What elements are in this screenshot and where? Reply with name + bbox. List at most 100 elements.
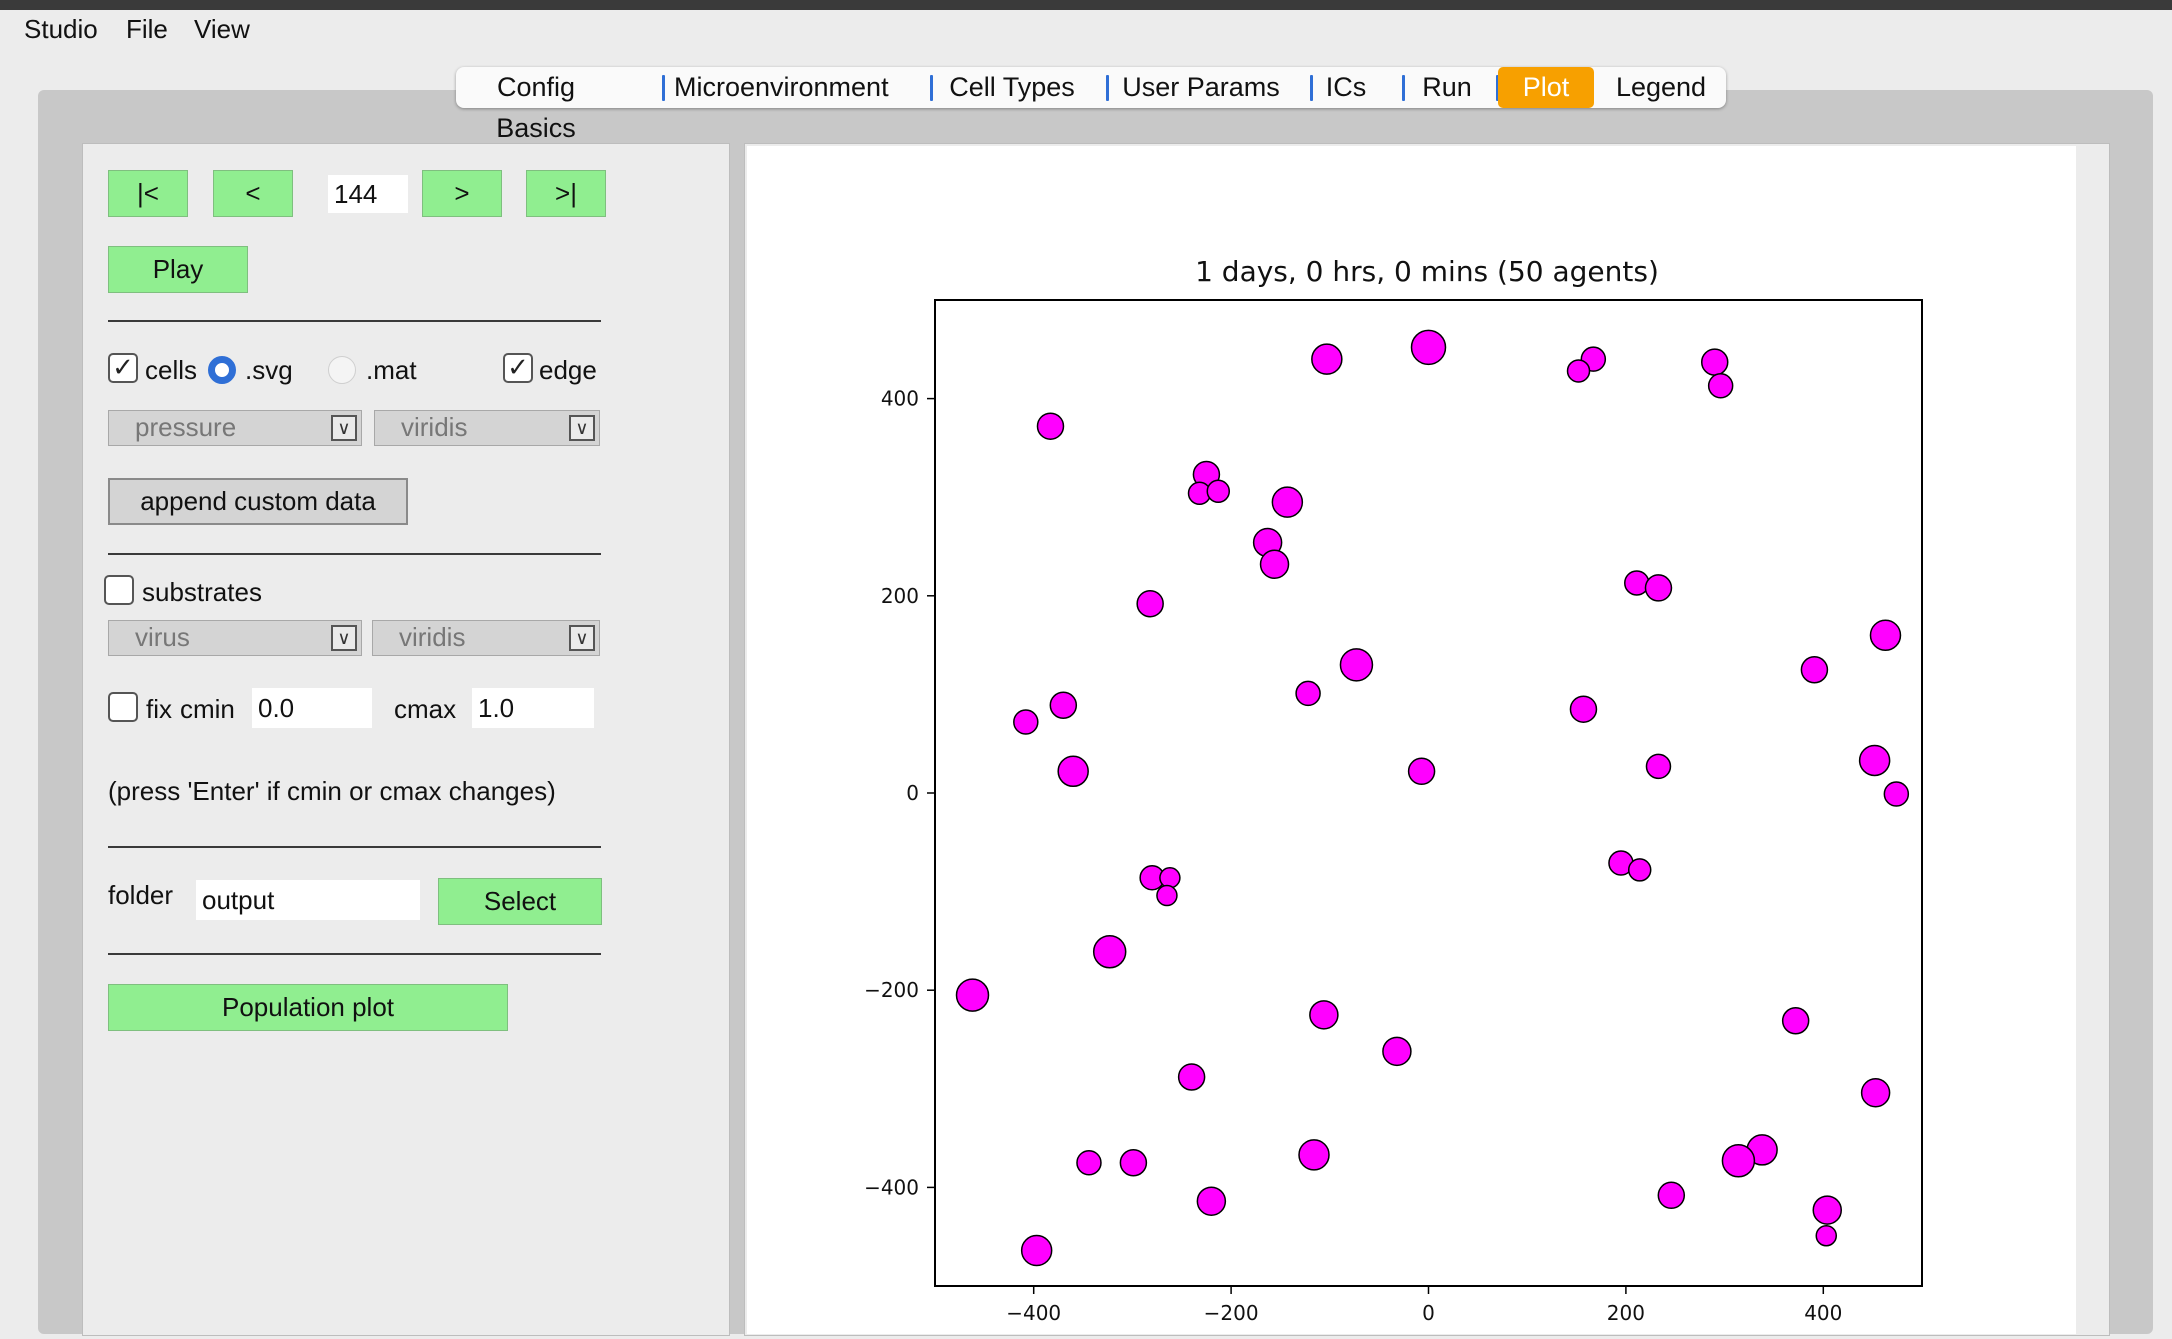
cell-agent <box>1645 753 1672 780</box>
y-tick-label: 400 <box>881 387 919 411</box>
tab-microenvironment[interactable]: Microenvironment <box>674 72 889 102</box>
population-plot-button[interactable]: Population plot <box>108 984 508 1031</box>
folder-input[interactable]: output <box>196 880 420 920</box>
cell-agent <box>1119 1149 1148 1177</box>
cell-agent <box>1092 934 1127 969</box>
cell-agent <box>1883 781 1910 807</box>
first-frame-button[interactable]: |< <box>108 170 188 217</box>
controls-panel <box>82 143 730 1336</box>
cell-agent <box>1036 412 1065 440</box>
append-custom-data-button[interactable]: append custom data <box>108 478 408 525</box>
cmin-cmax-hint: (press 'Enter' if cmin or cmax changes) <box>108 776 556 806</box>
substrates-checkbox[interactable] <box>104 575 134 605</box>
tab-plot[interactable]: Plot <box>1498 67 1594 108</box>
tab-user-params[interactable]: User Params <box>1122 72 1280 102</box>
tab-ics[interactable]: ICs <box>1325 72 1367 102</box>
cell-agent <box>1136 589 1164 618</box>
cell-agent <box>1860 1077 1891 1108</box>
last-frame-button[interactable]: >| <box>526 170 606 217</box>
tab-separator <box>1310 75 1313 101</box>
menu-file[interactable]: File <box>126 14 168 44</box>
cell-agent <box>1800 656 1829 684</box>
cmin-input[interactable]: 0.0 <box>252 688 372 728</box>
cell-agent <box>1156 884 1178 907</box>
substrate-value: virus <box>135 622 190 652</box>
frame-number-input[interactable]: 144 <box>328 175 408 213</box>
chevron-down-icon: ∨ <box>331 415 357 441</box>
cell-agent <box>1049 691 1078 719</box>
cell-agent <box>1206 479 1231 504</box>
edge-checkbox[interactable]: ✓ <box>503 353 533 383</box>
play-button[interactable]: Play <box>108 246 248 293</box>
plot-canvas: 1 days, 0 hrs, 0 mins (50 agents) −400 −2… <box>747 146 2076 1334</box>
cell-colormap-dropdown[interactable]: viridis ∨ <box>374 410 600 446</box>
cell-scalar-dropdown[interactable]: pressure ∨ <box>108 410 362 446</box>
chevron-down-icon: ∨ <box>569 415 595 441</box>
prev-frame-button[interactable]: < <box>213 170 293 217</box>
cell-agent <box>1700 348 1729 376</box>
cell-agent <box>1858 744 1891 777</box>
cell-agent <box>1339 648 1374 682</box>
folder-label: folder <box>108 880 174 910</box>
x-tick-label: 0 <box>1422 1301 1435 1325</box>
tab-legend[interactable]: Legend <box>1615 72 1707 102</box>
cell-agent <box>1295 680 1321 707</box>
divider <box>108 846 601 848</box>
tab-bar: Config Basics Microenvironment Cell Type… <box>456 67 1726 143</box>
axes-frame <box>934 299 1923 1287</box>
cell-agent <box>1644 574 1673 602</box>
cell-agent <box>1013 709 1039 735</box>
cell-agent <box>1569 695 1598 723</box>
cells-label: cells <box>145 355 198 385</box>
divider <box>108 953 601 955</box>
tab-run[interactable]: Run <box>1422 72 1472 102</box>
cell-agent <box>955 978 990 1012</box>
cell-agent <box>1624 570 1650 596</box>
cell-agent <box>1382 1036 1412 1067</box>
x-tick-label: 200 <box>1607 1301 1645 1325</box>
substrate-colormap-value: viridis <box>399 622 466 652</box>
menu-view[interactable]: View <box>194 14 250 44</box>
cmin-label: cmin <box>180 694 235 724</box>
next-frame-button[interactable]: > <box>422 170 502 217</box>
tab-separator <box>1106 75 1109 101</box>
svg-radio[interactable] <box>208 356 236 384</box>
divider <box>108 320 601 322</box>
x-tick-label: −400 <box>1006 1301 1061 1325</box>
x-tick-label: 400 <box>1804 1301 1842 1325</box>
tab-separator <box>662 75 665 101</box>
cells-checkbox[interactable]: ✓ <box>108 353 138 383</box>
cell-agent <box>1271 486 1304 518</box>
chevron-down-icon: ∨ <box>569 625 595 651</box>
cell-agent <box>1159 867 1181 889</box>
tab-cell-types[interactable]: Cell Types <box>949 72 1075 102</box>
plot-title: 1 days, 0 hrs, 0 mins (50 agents) <box>1195 255 1659 288</box>
cell-markers <box>955 329 1910 1267</box>
cell-agent <box>1259 549 1290 579</box>
cell-colormap-value: viridis <box>401 412 468 442</box>
cell-agent <box>1815 1224 1838 1247</box>
cell-agent <box>1707 373 1734 399</box>
substrate-dropdown[interactable]: virus ∨ <box>108 620 362 656</box>
y-tick-label: −400 <box>864 1175 919 1199</box>
cell-agent <box>1057 755 1089 788</box>
cells-scatter-plot: 1 days, 0 hrs, 0 mins (50 agents) −400 −2… <box>864 255 1923 1325</box>
mat-radio[interactable] <box>328 356 356 384</box>
substrates-label: substrates <box>142 577 262 607</box>
cell-agent <box>1781 1007 1810 1035</box>
select-folder-button[interactable]: Select <box>438 878 602 925</box>
cell-agent <box>1869 619 1902 651</box>
fix-checkbox[interactable] <box>108 692 138 722</box>
cell-agent <box>1410 329 1447 366</box>
tab-config-basics[interactable]: Config Basics <box>496 72 576 143</box>
cell-agent <box>1076 1150 1102 1176</box>
cell-agent <box>1020 1234 1053 1267</box>
svg-label: .svg <box>245 355 293 385</box>
fix-label: fix <box>146 694 172 724</box>
substrate-colormap-dropdown[interactable]: viridis ∨ <box>372 620 600 656</box>
menu-studio[interactable]: Studio <box>24 14 98 44</box>
cell-agent <box>1309 1000 1339 1030</box>
cmax-input[interactable]: 1.0 <box>472 688 594 728</box>
tab-separator <box>930 75 933 101</box>
cell-scalar-value: pressure <box>135 412 237 442</box>
